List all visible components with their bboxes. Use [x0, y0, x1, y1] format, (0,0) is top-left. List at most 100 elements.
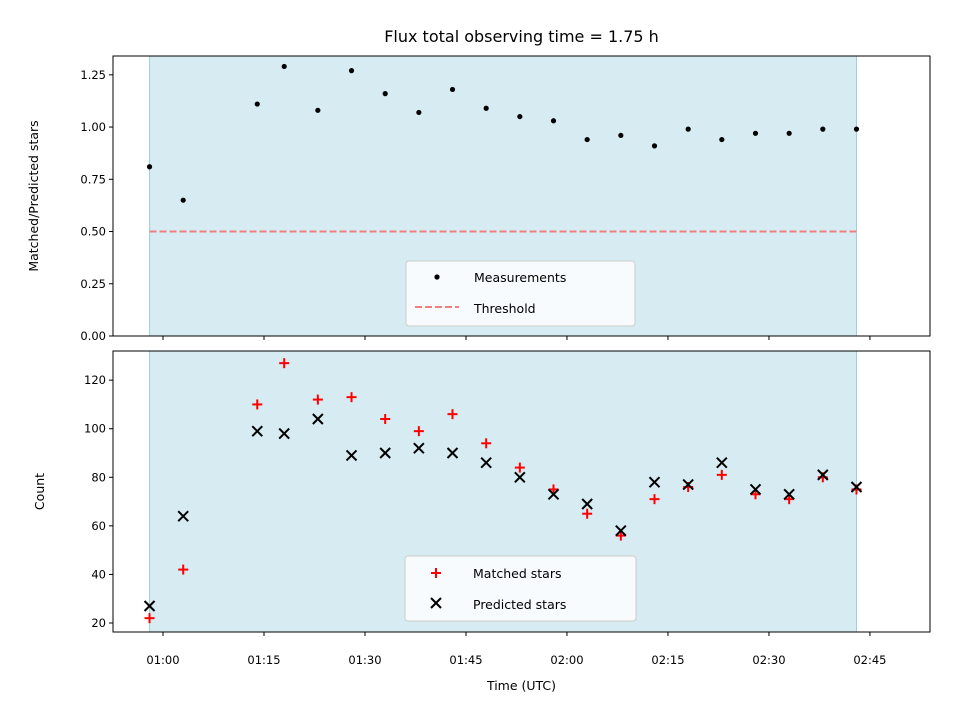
predicted-star-point: [615, 525, 627, 537]
predicted-star-point: [783, 488, 795, 501]
predicted-star-point: [480, 457, 492, 469]
legend-matched-label: Matched stars: [473, 566, 561, 581]
predicted-star-point: [345, 449, 358, 462]
legend-predicted-marker: [430, 597, 442, 609]
predicted-star-point: [251, 425, 263, 437]
top-y-tick-label: 0.00: [80, 329, 106, 343]
predicted-star-point: [547, 488, 560, 501]
predicted-star-point: [749, 483, 762, 496]
matched-star-point: [144, 613, 155, 624]
x-tick-label: 01:00: [146, 653, 179, 667]
bottom-axes-frame: [112, 350, 931, 633]
matched-star-point: [380, 414, 391, 425]
top-legend: Measurements Threshold: [405, 260, 636, 327]
matched-star-point: [582, 508, 593, 519]
bottom-y-tick-label: 60: [91, 519, 106, 533]
matched-star-point: [346, 392, 357, 403]
top-y-ticks: 0.00 0.25 0.50 0.75 1.00 1.25: [80, 68, 113, 343]
matched-star-point: [548, 484, 559, 495]
predicted-star-point: [143, 600, 156, 612]
predicted-star-point: [648, 476, 661, 488]
measurement-point: [550, 118, 557, 124]
predicted-star-point: [581, 498, 593, 510]
top-y-tick-label: 1.25: [80, 68, 106, 82]
bottom-y-ticks: 20 40 60 80 100 120: [84, 373, 113, 630]
top-x-tick-marks: [162, 336, 871, 340]
bottom-y-tick-label: 40: [91, 567, 106, 581]
measurement-point: [853, 126, 860, 132]
bottom-y-axis-label: Count: [32, 473, 47, 510]
measurement-point: [483, 105, 489, 111]
measurement-point: [752, 130, 759, 136]
x-tick-label: 02:45: [853, 653, 886, 667]
measurement-point: [449, 86, 456, 93]
predicted-star-point: [682, 478, 694, 491]
matched-star-point: [312, 394, 323, 405]
bottom-legend: Matched stars Predicted stars: [404, 555, 637, 622]
top-panel: 0.00 0.25 0.50 0.75 1.00 1.25 Flux total obse…: [26, 27, 931, 343]
measurement-point: [180, 197, 186, 203]
top-y-axis-label: Matched/Predicted stars: [26, 120, 41, 271]
predicted-star-point: [514, 471, 526, 483]
bottom-x-ticks: 01:00 01:15 01:30 01:45 02:00 02:15 02:30 02:45: [146, 632, 887, 667]
measurement-point: [517, 113, 523, 120]
count-points: [143, 358, 863, 624]
bottom-panel: 20 40 60 80 100 120 01:00 01:15 01:30 01:45 02:00…: [32, 350, 931, 693]
predicted-star-point: [177, 510, 189, 522]
measurement-point: [584, 136, 590, 143]
predicted-star-point: [379, 447, 391, 459]
top-y-tick-label: 1.00: [80, 120, 106, 134]
matched-star-point: [447, 409, 458, 420]
measurement-point: [719, 136, 725, 143]
measurement-points: [146, 63, 860, 203]
chart-title: Flux total observing time = 1.75 h: [384, 27, 659, 46]
predicted-star-point: [850, 481, 863, 493]
top-y-tick-label: 0.75: [80, 172, 106, 186]
top-y-tick-label: 0.50: [80, 225, 106, 239]
legend-threshold-label: Threshold: [473, 301, 536, 316]
predicted-star-point: [817, 469, 829, 481]
x-axis-label: Time (UTC): [486, 678, 556, 693]
matched-star-point: [716, 469, 727, 480]
x-tick-label: 01:15: [247, 653, 280, 667]
matched-star-point: [750, 489, 761, 500]
legend-plus: [431, 568, 441, 578]
predicted-star-point: [278, 427, 290, 440]
measurement-point: [382, 91, 388, 97]
x-tick-label: 02:00: [550, 653, 583, 667]
top-y-tick-label: 0.25: [80, 277, 106, 291]
measurement-point: [786, 130, 792, 136]
measurement-point: [348, 68, 355, 74]
measurement-point: [416, 109, 422, 116]
bottom-y-tick-label: 20: [91, 616, 106, 630]
matched-star-point: [481, 438, 492, 449]
x-tick-label: 02:15: [651, 653, 684, 667]
matched-star-point: [514, 462, 525, 473]
matched-star-point: [178, 564, 189, 575]
legend-measurements-label: Measurements: [474, 270, 566, 285]
predicted-star-point: [413, 442, 425, 454]
bottom-y-tick-label: 120: [84, 373, 106, 387]
matched-star-point: [615, 530, 626, 541]
measurement-point: [618, 132, 624, 139]
matched-star-point: [252, 399, 263, 410]
legend-x: [430, 597, 442, 609]
legend-matched-marker: [431, 568, 441, 578]
measurement-point: [281, 63, 287, 70]
matched-star-point: [649, 494, 660, 505]
matched-star-point: [784, 494, 795, 505]
measurement-point: [146, 164, 153, 170]
predicted-star-point: [446, 447, 459, 459]
x-tick-label: 01:30: [348, 653, 381, 667]
predicted-star-point: [312, 413, 324, 425]
x-tick-label: 01:45: [449, 653, 482, 667]
top-legend-box: [405, 260, 636, 327]
bottom-legend-box: [404, 555, 637, 622]
legend-predicted-label: Predicted stars: [473, 597, 566, 612]
bottom-y-tick-label: 100: [84, 422, 106, 436]
x-tick-label: 02:30: [752, 653, 785, 667]
bottom-y-tick-label: 80: [91, 470, 106, 484]
measurement-point: [651, 143, 658, 149]
matched-star-point: [413, 426, 424, 437]
matched-star-point: [279, 358, 290, 369]
